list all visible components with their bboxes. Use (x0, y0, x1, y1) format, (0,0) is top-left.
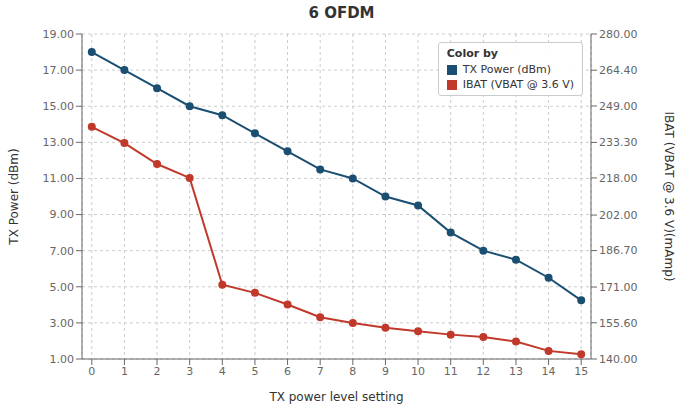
svg-text:10: 10 (411, 365, 425, 378)
svg-text:5: 5 (251, 365, 258, 378)
svg-text:TX power level setting: TX power level setting (268, 390, 403, 404)
svg-text:202.00: 202.00 (599, 209, 638, 222)
svg-text:IBAT (VBAT @ 3.6 V)(mAmp): IBAT (VBAT @ 3.6 V)(mAmp) (662, 112, 675, 282)
svg-text:15.00: 15.00 (43, 100, 75, 113)
svg-text:14: 14 (542, 365, 556, 378)
svg-text:280.00: 280.00 (599, 28, 638, 41)
svg-text:15: 15 (574, 365, 588, 378)
svg-text:3.00: 3.00 (50, 317, 75, 330)
svg-text:12: 12 (476, 365, 490, 378)
svg-text:17.00: 17.00 (43, 64, 75, 77)
svg-text:4: 4 (219, 365, 226, 378)
svg-text:3: 3 (186, 365, 193, 378)
svg-text:11: 11 (444, 365, 458, 378)
svg-text:218.00: 218.00 (599, 172, 638, 185)
svg-text:2: 2 (154, 365, 161, 378)
svg-text:7: 7 (317, 365, 324, 378)
svg-text:9: 9 (382, 365, 389, 378)
svg-text:171.00: 171.00 (599, 281, 638, 294)
svg-text:264.40: 264.40 (599, 64, 638, 77)
svg-text:8: 8 (349, 365, 356, 378)
svg-text:233.30: 233.30 (599, 136, 638, 149)
svg-text:5.00: 5.00 (50, 281, 75, 294)
svg-text:13.00: 13.00 (43, 136, 75, 149)
svg-text:11.00: 11.00 (43, 172, 75, 185)
svg-text:155.60: 155.60 (599, 317, 638, 330)
svg-text:9.00: 9.00 (50, 208, 75, 221)
html-text:IBAT (VBAT @ 3.6 V): IBAT (VBAT @ 3.6 V) (462, 78, 574, 91)
svg-text:7.00: 7.00 (50, 245, 75, 258)
svg-text:TX Power (dBm): TX Power (dBm) (8, 148, 21, 245)
svg-text:1.00: 1.00 (50, 353, 75, 366)
svg-text:0: 0 (88, 365, 95, 378)
svg-text:6: 6 (284, 365, 291, 378)
svg-text:186.70: 186.70 (599, 244, 638, 257)
svg-text:1: 1 (121, 365, 128, 378)
html-text:Color by: Color by (446, 47, 498, 60)
html-text:6 OFDM: 6 OFDM (308, 4, 375, 22)
svg-text:19.00: 19.00 (43, 28, 75, 41)
svg-text:140.00: 140.00 (599, 353, 638, 366)
svg-text:249.00: 249.00 (599, 100, 638, 113)
svg-text:13: 13 (509, 365, 523, 378)
html-text:TX Power (dBm): TX Power (dBm) (462, 63, 552, 76)
